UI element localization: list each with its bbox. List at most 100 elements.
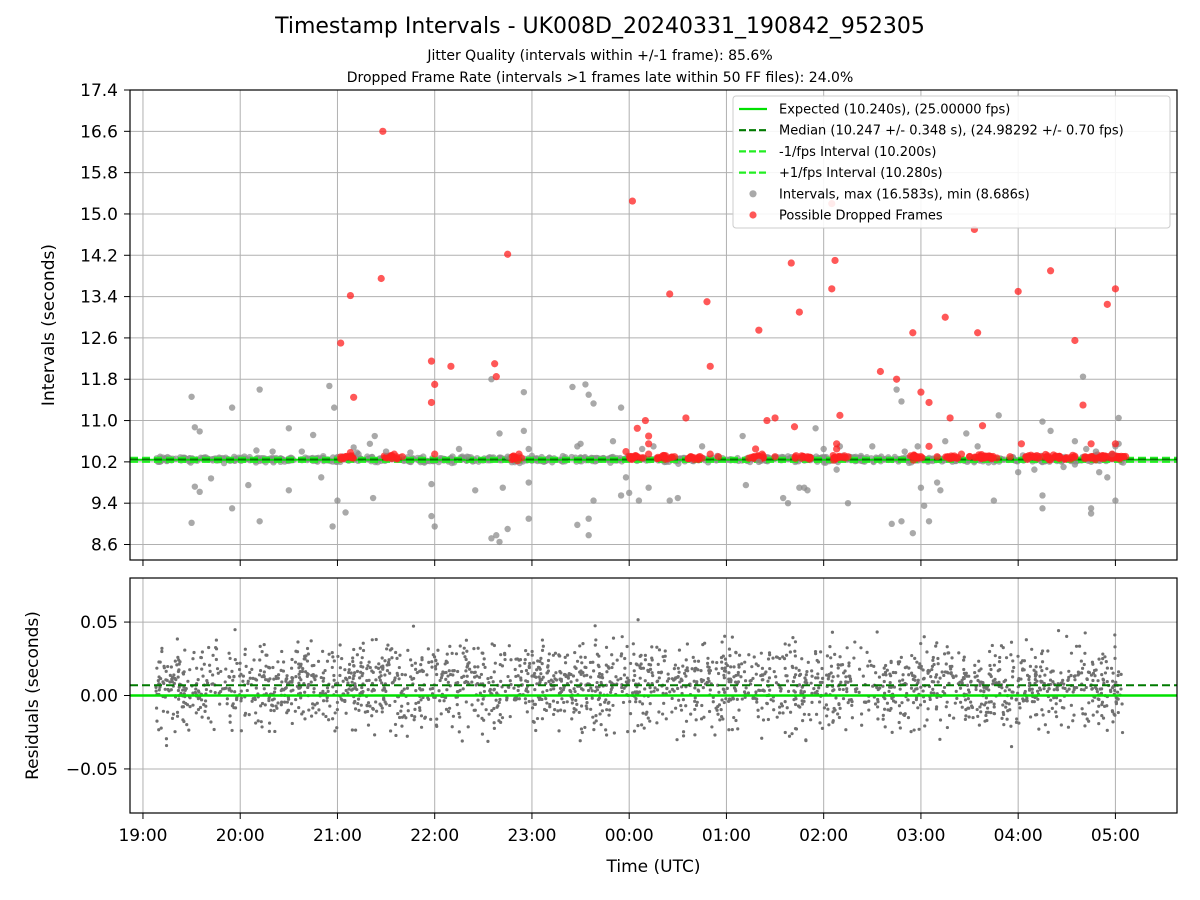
residual-point — [281, 669, 286, 673]
residual-point — [848, 674, 852, 678]
legend-label: Possible Dropped Frames — [779, 209, 943, 224]
residual-point — [766, 657, 771, 661]
residual-point — [464, 638, 468, 642]
residual-point — [791, 679, 795, 684]
residual-point — [390, 647, 394, 651]
residual-point — [272, 709, 276, 713]
residual-point — [382, 698, 386, 702]
residual-point — [850, 703, 854, 708]
residual-point — [969, 680, 973, 684]
residual-point — [836, 666, 840, 670]
residual-point — [818, 721, 822, 725]
residual-point — [547, 679, 551, 684]
residual-point — [1114, 700, 1118, 704]
residual-point — [338, 666, 342, 670]
residual-point — [634, 662, 638, 666]
residual-point — [216, 671, 220, 675]
residual-point — [611, 662, 615, 666]
residual-point — [258, 644, 262, 648]
residual-point — [332, 673, 336, 678]
legend-label: Median (10.247 +/- 0.348 s), (24.98292 +… — [779, 124, 1124, 139]
dropped-frame-point — [982, 453, 990, 461]
residual-point — [914, 698, 918, 702]
x-tick-label: 21:00 — [313, 826, 362, 846]
residual-point — [607, 700, 611, 704]
residual-point — [343, 698, 347, 703]
interval-point — [1047, 427, 1054, 435]
residual-point — [353, 671, 357, 675]
residual-point — [434, 667, 438, 671]
residual-point — [723, 634, 727, 638]
residual-point — [947, 681, 951, 685]
residual-point — [566, 676, 570, 680]
residual-point — [929, 674, 933, 679]
residual-point — [646, 668, 650, 672]
residual-point — [718, 718, 722, 722]
residual-point — [1039, 665, 1043, 669]
residual-point — [228, 675, 232, 679]
residual-point — [927, 669, 932, 673]
residual-point — [469, 670, 474, 674]
residual-point — [447, 706, 452, 710]
residual-point — [1058, 698, 1062, 703]
residual-point — [1071, 690, 1075, 694]
residual-point — [159, 726, 163, 730]
residual-point — [370, 669, 374, 673]
legend-box — [732, 95, 1171, 229]
residual-point — [636, 618, 640, 622]
residual-point — [620, 685, 624, 690]
residual-point — [540, 717, 545, 721]
dropped-frame-point — [379, 127, 387, 135]
residual-point — [420, 668, 424, 672]
residual-point — [1111, 679, 1115, 683]
residual-point — [675, 738, 679, 742]
residual-point — [514, 657, 518, 661]
residual-point — [959, 700, 963, 704]
residual-point — [691, 655, 695, 660]
residual-point — [312, 690, 316, 694]
residual-point — [273, 729, 277, 734]
residual-point — [985, 687, 989, 691]
residual-point — [756, 664, 760, 668]
residual-point — [211, 673, 215, 677]
residual-point — [585, 673, 589, 677]
residual-point — [730, 635, 734, 639]
residual-point — [869, 663, 873, 667]
residual-point — [584, 696, 589, 701]
residual-point — [1071, 719, 1075, 723]
interval-point — [228, 505, 236, 512]
residual-point — [950, 656, 954, 660]
residual-point — [450, 651, 454, 655]
residual-point — [262, 673, 266, 678]
dropped-frame-point — [1038, 453, 1047, 461]
residual-point — [273, 686, 277, 691]
residual-point — [648, 667, 653, 672]
residual-point — [454, 681, 458, 685]
residual-point — [1009, 653, 1013, 657]
interval-point — [431, 523, 438, 530]
dropped-frame-point — [1006, 453, 1014, 461]
residual-point — [258, 669, 263, 673]
residual-point — [1116, 710, 1120, 715]
dropped-frame-point — [690, 454, 698, 462]
residual-point — [693, 733, 697, 737]
residual-point — [809, 681, 813, 685]
residual-point — [196, 707, 201, 712]
residual-point — [979, 667, 983, 671]
residual-point — [175, 710, 180, 714]
interval-point — [196, 488, 203, 496]
residual-point — [457, 730, 461, 734]
residual-point — [720, 698, 724, 702]
residual-point — [166, 664, 170, 669]
residual-point — [191, 691, 195, 695]
residual-point — [282, 688, 286, 692]
interval-point — [617, 404, 625, 411]
residual-point — [419, 688, 423, 692]
residual-point — [473, 708, 477, 712]
residual-point — [541, 644, 545, 648]
interval-point — [582, 381, 589, 388]
residual-point — [622, 686, 626, 690]
residual-point — [672, 689, 676, 693]
residual-point — [791, 665, 795, 670]
